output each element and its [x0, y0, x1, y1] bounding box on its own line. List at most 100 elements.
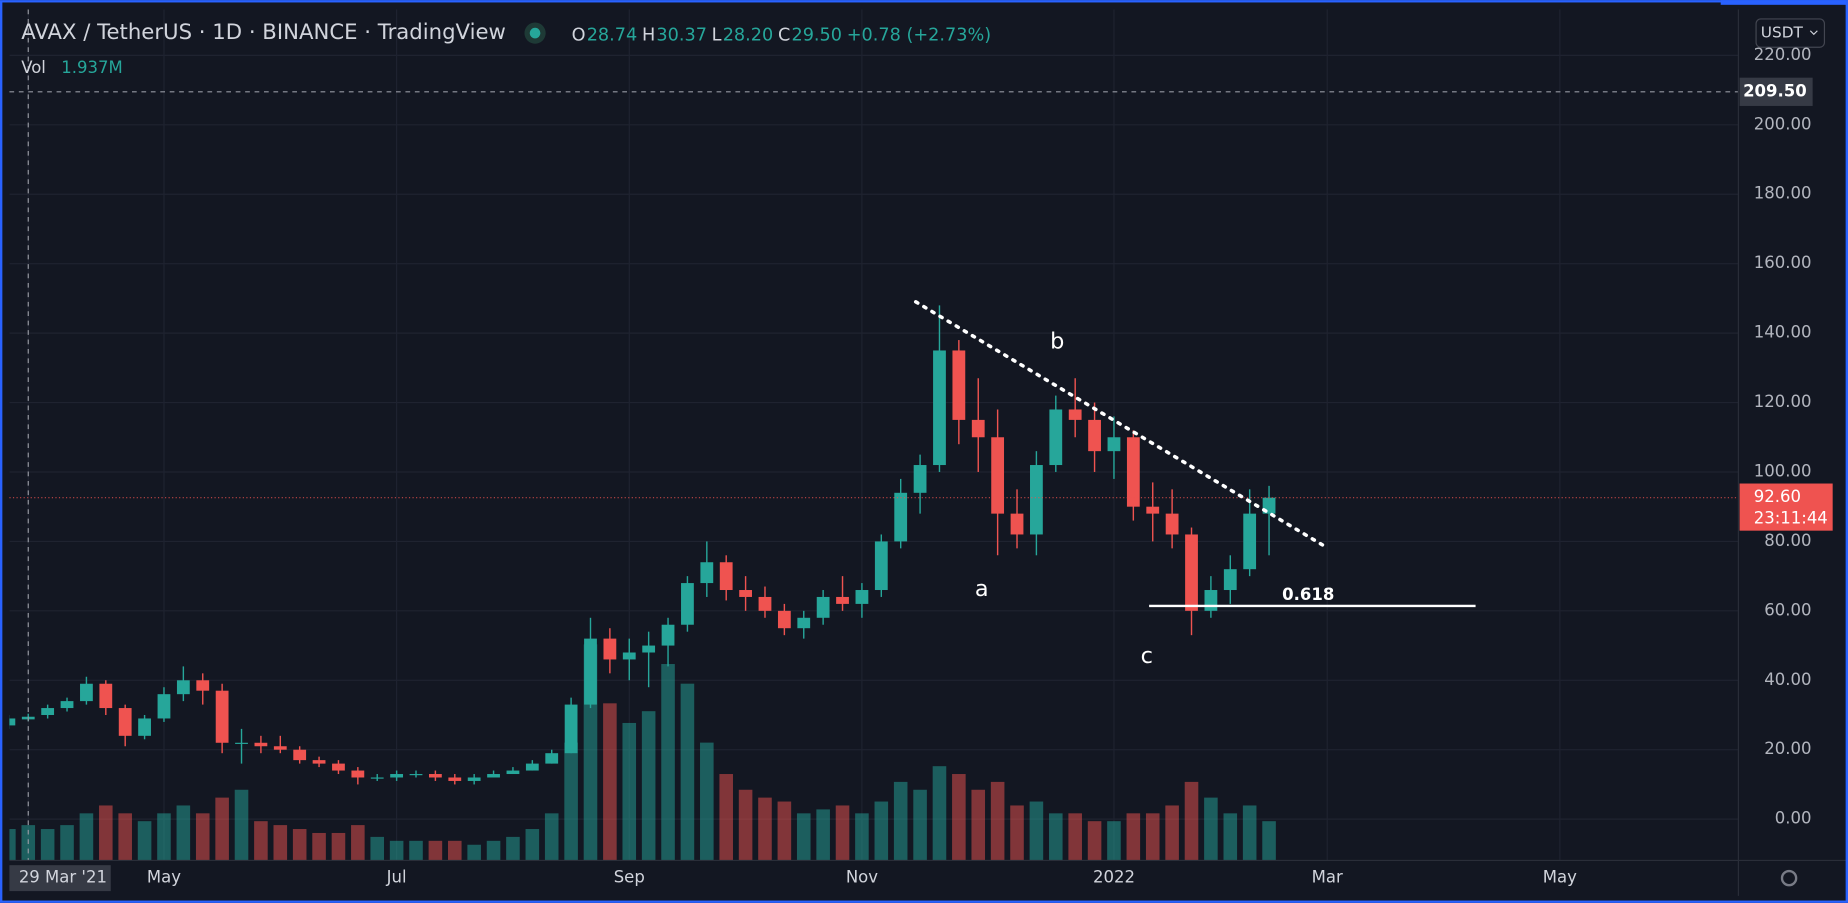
volume-bar [777, 801, 792, 861]
volume-bar [99, 805, 113, 861]
ohlc-key: C [778, 25, 790, 45]
volume-bar [700, 742, 714, 861]
volume-bar [1165, 805, 1179, 861]
candle-body [642, 645, 656, 653]
change-value: +0.78 (+2.73%) [847, 25, 991, 45]
x-tick-label: Nov [846, 868, 878, 887]
currency-button[interactable] [1755, 18, 1826, 48]
y-tick-label: 20.00 [1764, 739, 1811, 758]
candle-body [1243, 513, 1257, 570]
y-tick-label: 220.00 [1754, 45, 1812, 64]
candle-body [525, 763, 539, 771]
volume-bar [292, 829, 307, 861]
volume-bar [331, 832, 346, 861]
candle-body [332, 763, 345, 771]
volume-bar [893, 781, 908, 861]
candle-body [894, 492, 908, 542]
candle-body [1010, 513, 1024, 535]
candle-body [351, 770, 365, 778]
volume-bar [1223, 813, 1238, 861]
volume-bar [816, 809, 830, 861]
volume-bar [1029, 801, 1044, 861]
volume-bar [1145, 813, 1160, 861]
volume-bar [40, 829, 55, 861]
candle-body [370, 777, 384, 779]
volume-bar [1262, 821, 1276, 861]
ohlc-key: H [642, 25, 655, 45]
candle-body [157, 694, 171, 719]
x-tick-label: May [147, 868, 181, 887]
candle-body [409, 774, 423, 776]
x-tick-label: May [1543, 868, 1577, 887]
candle-body [1146, 506, 1160, 514]
candle-body [487, 774, 500, 778]
volume-bar [855, 813, 869, 861]
candle-body [9, 718, 16, 726]
ohlc-value: 30.37 [656, 25, 707, 45]
volume-bar [932, 766, 947, 861]
ohlc-key: L [712, 25, 722, 45]
wave-label: b [1050, 328, 1064, 354]
candle-body [1165, 513, 1179, 535]
candle-body [80, 683, 93, 702]
volume-bar [428, 840, 443, 861]
candle-body [1126, 437, 1140, 507]
volume-bar [641, 711, 656, 861]
candle-body [661, 624, 675, 646]
y-tick-label: 140.00 [1754, 323, 1812, 342]
candle-body [816, 596, 830, 618]
candle-body [312, 760, 326, 764]
volume-bar [603, 703, 617, 861]
volume-bar [1242, 805, 1257, 861]
candle-body [933, 350, 946, 466]
settings-icon[interactable] [1780, 869, 1798, 887]
crosshair-time-box [9, 865, 111, 892]
volume-value: 1.937M [61, 58, 122, 77]
last-price-box [1739, 483, 1833, 531]
candle-body [138, 718, 151, 736]
volume-bar [1049, 813, 1063, 861]
volume-bar [79, 813, 94, 861]
volume-bar [486, 840, 501, 861]
fib-level-label: 0.618 [1282, 585, 1334, 604]
candle-body [971, 419, 985, 438]
last-price-label: 92.60 [1754, 487, 1801, 506]
candle-body [118, 708, 132, 736]
wave-label: c [1141, 643, 1153, 669]
candle-body [1088, 419, 1101, 452]
window-tab [1720, 0, 1848, 5]
candle-body [991, 437, 1005, 514]
candle-body [545, 753, 559, 764]
volume-bar [176, 805, 191, 861]
x-tick-label: Jul [386, 868, 407, 887]
volume-bar [525, 829, 540, 861]
volume-bar [1126, 813, 1141, 861]
volume-bar [1087, 821, 1102, 861]
crosshair-price-box [1739, 77, 1813, 106]
volume-bar [622, 722, 637, 861]
candle-body [1107, 437, 1121, 452]
volume-bar [719, 774, 733, 861]
volume-bar [9, 829, 16, 861]
volume-bar [215, 797, 229, 861]
volume-bar [389, 840, 404, 861]
y-tick-label: 100.00 [1754, 461, 1812, 480]
candle-body [797, 617, 811, 629]
candle-body [1204, 590, 1218, 611]
volume-bar [312, 832, 326, 861]
market-status-dot [529, 27, 541, 39]
symbol-title: AVAX / TetherUS · 1D · BINANCE · Trading… [21, 20, 506, 45]
candle-body [1185, 534, 1198, 611]
candle-body [467, 777, 481, 781]
candle-body [913, 465, 927, 493]
volume-bar [1107, 821, 1121, 861]
volume-bar [564, 742, 578, 861]
x-tick-label: Mar [1312, 868, 1343, 887]
candle-body [273, 746, 287, 750]
candle-body [1068, 409, 1082, 420]
y-tick-label: 80.00 [1764, 531, 1811, 550]
candle-body [681, 583, 694, 625]
volume-bar [544, 813, 559, 861]
candle-body [99, 683, 113, 709]
